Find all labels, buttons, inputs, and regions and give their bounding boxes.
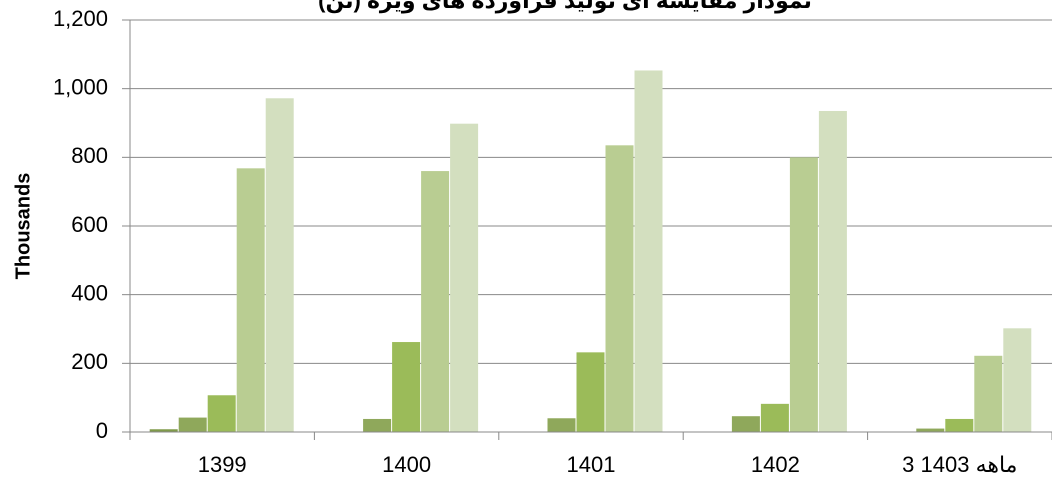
bar bbox=[634, 70, 663, 432]
chart-title: نمودار مقایسه ای تولید فرآورده های ویژه … bbox=[318, 0, 812, 14]
x-tick-label: 1401 bbox=[567, 452, 616, 477]
bar bbox=[236, 168, 265, 432]
y-tick-label: 800 bbox=[71, 143, 108, 168]
x-tick-label: 1400 bbox=[382, 452, 431, 477]
bar bbox=[760, 403, 789, 432]
bar bbox=[731, 416, 760, 432]
bar bbox=[265, 98, 294, 432]
bar bbox=[178, 417, 207, 432]
bar bbox=[547, 418, 576, 432]
bar bbox=[450, 123, 479, 432]
bar bbox=[207, 395, 236, 432]
bar bbox=[945, 418, 974, 432]
y-tick-label: 1,200 bbox=[53, 6, 108, 31]
x-tick-label: 1402 bbox=[751, 452, 800, 477]
bar bbox=[789, 157, 818, 433]
y-tick-label: 200 bbox=[71, 349, 108, 374]
bar bbox=[392, 342, 421, 432]
x-tick-label: 3 ماهه 1403 bbox=[902, 452, 1017, 477]
bar bbox=[605, 145, 634, 433]
bar bbox=[1003, 328, 1032, 432]
bar bbox=[363, 418, 392, 432]
bar bbox=[916, 428, 945, 432]
x-tick-label: 1399 bbox=[198, 452, 247, 477]
bar bbox=[974, 355, 1003, 432]
bar bbox=[421, 171, 450, 433]
y-tick-label: 400 bbox=[71, 280, 108, 305]
y-axis-label: Thousands bbox=[12, 173, 34, 280]
bar bbox=[149, 429, 178, 432]
y-tick-label: 600 bbox=[71, 212, 108, 237]
bar bbox=[818, 110, 847, 432]
bar bbox=[576, 352, 605, 432]
y-tick-label: 1,000 bbox=[53, 74, 108, 99]
y-tick-label: 0 bbox=[96, 418, 108, 443]
